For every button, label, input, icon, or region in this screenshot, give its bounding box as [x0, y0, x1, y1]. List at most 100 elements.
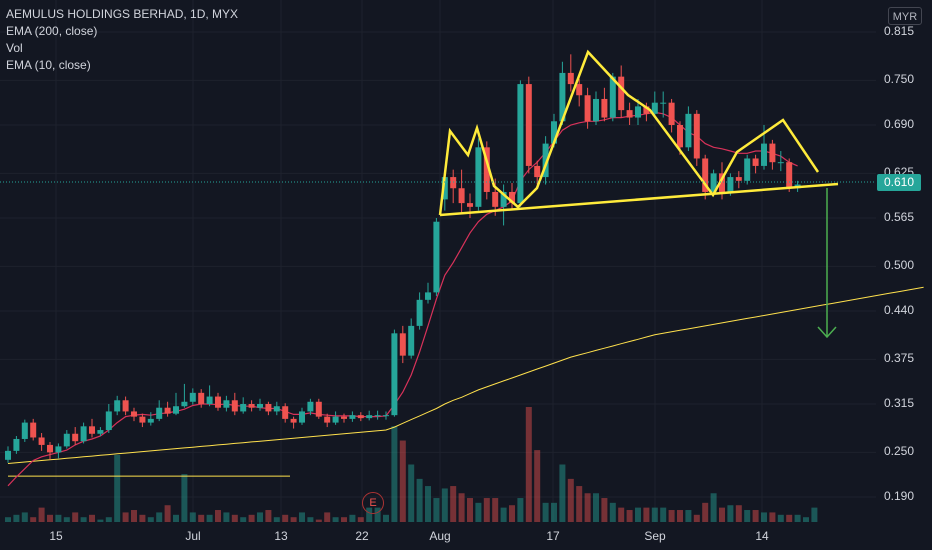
volume-bar	[643, 507, 650, 522]
candle-body	[105, 411, 112, 431]
volume-bar	[609, 502, 616, 522]
volume-bar	[383, 514, 389, 522]
candle-body	[206, 396, 213, 404]
candle-body	[223, 400, 230, 408]
candle-body	[727, 177, 734, 192]
candle-body	[450, 177, 457, 189]
candle-body	[231, 400, 238, 412]
candle-body	[164, 407, 171, 414]
volume-bar	[332, 517, 339, 522]
volume-bar	[467, 498, 473, 522]
volume-bar	[483, 498, 490, 522]
candle-body	[744, 158, 751, 181]
volume-bar	[13, 514, 20, 522]
volume-bar	[265, 510, 272, 522]
volume-bar	[651, 507, 658, 522]
candle-body	[593, 98, 599, 122]
candle-body	[735, 177, 742, 181]
volume-bar	[660, 507, 667, 522]
volume-bar	[433, 498, 440, 522]
volume-bar	[425, 486, 431, 522]
x-tick-label: 13	[274, 529, 288, 543]
legend-vol: Vol	[6, 41, 23, 55]
volume-bar	[450, 486, 457, 522]
candle-body	[63, 433, 70, 447]
y-tick-label: 0.250	[884, 444, 915, 459]
candle-body	[72, 433, 79, 442]
candle-body	[332, 416, 339, 423]
volume-bar	[55, 514, 62, 522]
volume-bar	[702, 502, 709, 522]
volume-bar	[240, 517, 247, 522]
candle-body	[273, 406, 280, 412]
candle-body	[441, 177, 448, 200]
currency-badge[interactable]: MYR	[888, 7, 922, 25]
volume-bar	[231, 514, 238, 522]
pattern-outline	[438, 49, 820, 216]
candle-body	[198, 392, 205, 404]
volume-bar	[47, 514, 53, 522]
ema200-path	[7, 286, 924, 464]
volume-bar	[668, 510, 675, 522]
volume-bar	[215, 510, 221, 522]
volume-bar	[349, 514, 356, 522]
candle-body	[30, 422, 37, 438]
candle-body	[509, 191, 515, 204]
volume-bar	[408, 464, 415, 522]
volume-bar	[206, 514, 213, 522]
candle-body	[534, 165, 541, 178]
candle-body	[349, 415, 356, 419]
candle-body	[131, 411, 137, 417]
volume-bar	[618, 507, 625, 522]
volume-bar	[21, 512, 28, 522]
candle-body	[702, 158, 709, 192]
earnings-marker-icon[interactable]: E	[362, 492, 384, 514]
candle-body	[391, 333, 398, 416]
candle-body	[38, 437, 45, 445]
candle-body	[500, 191, 507, 207]
neckline	[439, 182, 839, 217]
x-tick-label: Aug	[429, 529, 451, 543]
volume-bar	[761, 512, 767, 522]
volume-bar	[257, 512, 263, 522]
volume-bar	[635, 507, 641, 522]
volume-bar	[147, 517, 154, 522]
volume-bar	[324, 512, 331, 522]
candle-body	[643, 106, 650, 114]
volume-bar	[710, 493, 717, 522]
x-tick-label: 14	[755, 529, 769, 543]
candle-body	[651, 102, 658, 114]
candle-body	[139, 416, 146, 423]
volume-bar	[542, 502, 549, 522]
candle-body	[542, 143, 549, 178]
candle-body	[710, 173, 717, 192]
candle-body	[584, 95, 591, 122]
candle-body	[752, 158, 759, 166]
x-tick-label: 15	[49, 529, 63, 543]
volume-bar	[777, 514, 784, 522]
volume-bar	[114, 454, 121, 522]
candle-body	[492, 191, 499, 207]
candle-body	[635, 106, 641, 118]
candle-body	[551, 121, 557, 144]
candle-body	[383, 415, 389, 417]
candle-body	[21, 422, 28, 439]
candle-body	[173, 406, 179, 414]
volume-bar	[307, 517, 314, 522]
candle-body	[467, 203, 473, 207]
candle-body	[248, 404, 255, 408]
x-tick-label: Sep	[644, 529, 666, 543]
candle-body	[677, 125, 683, 148]
head-and-shoulders-pattern	[438, 49, 839, 217]
volume-bar	[72, 512, 79, 522]
volume-bar	[38, 507, 45, 522]
candle-body	[299, 411, 305, 423]
candle-body	[257, 404, 263, 408]
chart-legend: AEMULUS HOLDINGS BERHAD, 1D, MYX EMA (20…	[6, 6, 238, 74]
volume-bar	[282, 514, 289, 522]
candle-body	[567, 72, 574, 85]
volume-bar	[173, 514, 179, 522]
volume-bar	[374, 507, 381, 522]
volume-bar	[517, 498, 524, 522]
